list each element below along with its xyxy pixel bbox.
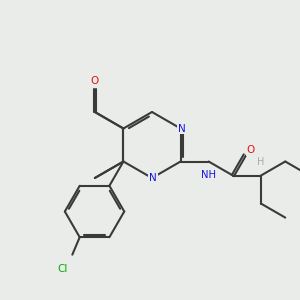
Text: N: N xyxy=(149,173,157,183)
Text: NH: NH xyxy=(201,169,216,179)
Text: N: N xyxy=(178,124,185,134)
Text: Cl: Cl xyxy=(57,264,68,274)
Text: O: O xyxy=(91,76,99,86)
Text: O: O xyxy=(247,145,255,155)
Text: H: H xyxy=(257,157,265,166)
